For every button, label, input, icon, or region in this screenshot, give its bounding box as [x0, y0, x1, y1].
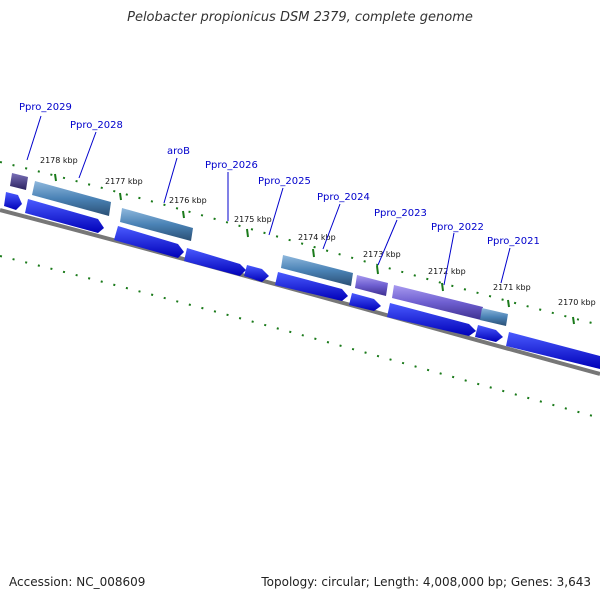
cds-feature[interactable] — [114, 226, 184, 258]
gene-label-ppro-2023[interactable]: Ppro_2023 — [374, 208, 427, 219]
cds-feature[interactable] — [184, 248, 246, 276]
kbp-label: 2174 kbp — [298, 233, 336, 242]
kbp-label: 2173 kbp — [363, 250, 401, 259]
cds-feature[interactable] — [275, 272, 348, 301]
map-title: Pelobacter propionicus DSM 2379, complet… — [127, 10, 473, 25]
gene-feature[interactable] — [120, 208, 193, 241]
kbp-ticks — [54, 173, 575, 325]
genome-summary: Topology: circular; Length: 4,008,000 bp… — [261, 575, 591, 589]
outer-tick-ring — [0, 161, 600, 326]
accession-label: Accession: NC_008609 — [9, 575, 146, 589]
kbp-label: 2170 kbp — [558, 298, 596, 307]
gene-label-ppro-2026[interactable]: Ppro_2026 — [205, 160, 258, 171]
cds-feature[interactable] — [244, 265, 269, 282]
gene-label-leaders — [26, 115, 511, 286]
gene-feature[interactable] — [10, 173, 28, 190]
gene-feature[interactable] — [355, 275, 388, 296]
gene-track — [10, 173, 508, 326]
gene-feature[interactable] — [281, 255, 353, 286]
cds-feature[interactable] — [475, 325, 503, 342]
kbp-label: 2171 kbp — [493, 283, 531, 292]
cds-feature[interactable] — [506, 332, 600, 369]
gene-label-ppro-2025[interactable]: Ppro_2025 — [258, 176, 311, 187]
genome-backbone — [0, 208, 600, 376]
gene-label-ppro-2029[interactable]: Ppro_2029 — [19, 102, 72, 113]
gene-feature[interactable] — [392, 285, 483, 320]
cds-track — [4, 192, 600, 369]
kbp-label: 2176 kbp — [169, 196, 207, 205]
cds-feature[interactable] — [25, 199, 104, 233]
gene-label-arob[interactable]: aroB — [167, 146, 190, 157]
gene-label-ppro-2028[interactable]: Ppro_2028 — [70, 120, 123, 131]
gene-label-ppro-2021[interactable]: Ppro_2021 — [487, 236, 540, 247]
kbp-label: 2178 kbp — [40, 156, 78, 165]
cds-feature[interactable] — [349, 293, 381, 311]
cds-feature[interactable] — [4, 192, 22, 210]
gene-label-ppro-2022[interactable]: Ppro_2022 — [431, 222, 484, 233]
cds-feature[interactable] — [387, 303, 476, 336]
kbp-label: 2175 kbp — [234, 215, 272, 224]
gene-label-ppro-2024[interactable]: Ppro_2024 — [317, 192, 370, 203]
gene-feature[interactable] — [32, 181, 111, 216]
gene-labels: Ppro_2029 Ppro_2028 aroB Ppro_2026 Ppro_… — [19, 102, 540, 247]
kbp-label: 2177 kbp — [105, 177, 143, 186]
gene-feature[interactable] — [480, 308, 508, 326]
